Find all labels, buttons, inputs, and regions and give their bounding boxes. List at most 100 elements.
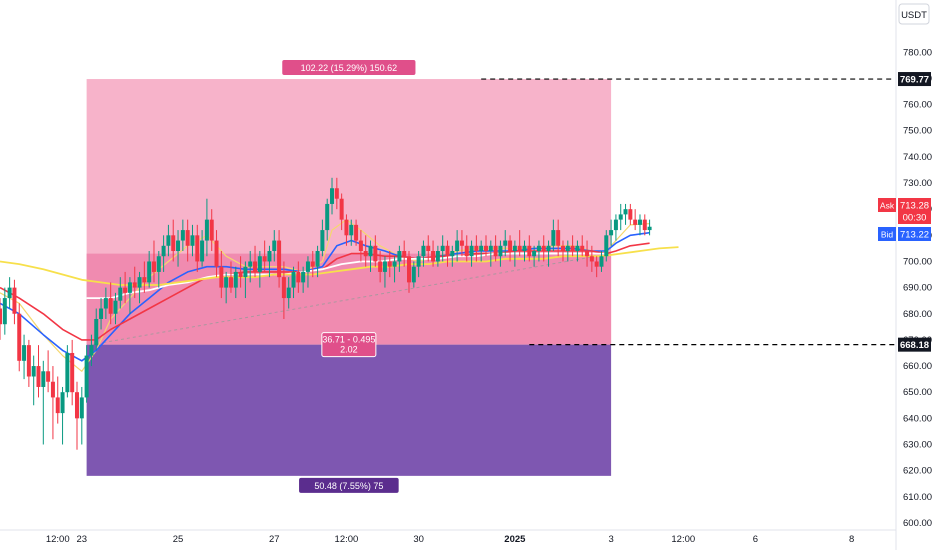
candle <box>17 303 22 372</box>
candle-body <box>277 240 282 278</box>
candle-body <box>200 240 205 262</box>
candle <box>79 386 84 445</box>
candle-body <box>488 245 493 252</box>
candle <box>604 230 609 262</box>
candle-body <box>440 245 445 252</box>
candle <box>238 256 243 288</box>
candle-body <box>498 245 503 257</box>
candle <box>200 230 205 267</box>
candle <box>435 245 440 267</box>
time-tick-label: 12:00 <box>335 534 359 545</box>
price-tick-label: 730.00 <box>903 178 932 189</box>
candle <box>171 219 176 262</box>
position-labels: 102.22 (15.29%) 150.62 50.48 (7.55%) 75 36… <box>282 60 416 493</box>
position-zones[interactable] <box>86 79 612 476</box>
candle-body <box>84 355 89 398</box>
candle <box>459 230 464 257</box>
currency-badge[interactable]: USDT <box>898 3 930 25</box>
candle <box>387 251 392 278</box>
candle-body <box>392 261 397 267</box>
candle-body <box>464 245 469 257</box>
price-tick-label: 610.00 <box>903 492 932 503</box>
candle-body <box>171 235 176 252</box>
candle <box>166 224 171 257</box>
center-label-line-1: 36.71 - 0.495 <box>322 335 375 345</box>
candle-body <box>382 261 387 272</box>
currency-badge-box[interactable] <box>898 3 930 25</box>
candle <box>65 345 70 398</box>
candle-body <box>142 277 147 283</box>
candle-body <box>195 235 200 262</box>
bid-label: Bid <box>881 230 894 240</box>
candle-body <box>204 219 209 241</box>
candle <box>493 235 498 262</box>
level-price-tag-1: 769.77 <box>898 72 931 87</box>
candle-body <box>214 240 219 267</box>
candle-body <box>493 245 498 257</box>
candle-body <box>185 230 190 246</box>
ask-price: 713.28 <box>900 201 929 212</box>
candle <box>26 339 31 387</box>
candle <box>281 261 286 319</box>
candle <box>358 230 363 262</box>
candle-body <box>334 188 339 199</box>
candle-body <box>46 371 51 382</box>
candle <box>426 235 431 262</box>
time-tick-label: 6 <box>753 534 758 545</box>
candle <box>248 251 253 283</box>
price-tick-label: 600.00 <box>903 518 932 529</box>
candle <box>147 251 152 288</box>
candle-body <box>421 245 426 257</box>
candle-body <box>459 240 464 246</box>
candle <box>551 219 556 252</box>
candle-body <box>0 308 2 325</box>
bid-badge: Bid 713.22 <box>878 227 931 241</box>
candle-body <box>330 188 335 204</box>
price-tick-label: 660.00 <box>903 361 932 372</box>
candle <box>310 251 315 278</box>
bid-label-bg <box>878 227 896 241</box>
candle-body <box>532 251 537 257</box>
candle-body <box>209 219 214 241</box>
candle-body <box>70 352 75 393</box>
candle-body <box>560 245 565 252</box>
candle-body <box>147 261 152 283</box>
candle <box>532 245 537 267</box>
time-axis[interactable]: 12:00 23 25 27 12:00 30 2025 3 12:00 6 8 <box>0 529 896 545</box>
bid-price: 713.22 <box>900 230 929 241</box>
stop-label-bg <box>299 477 399 493</box>
time-tick-label: 12:00 <box>671 534 695 545</box>
candle-body <box>31 366 36 377</box>
candle <box>142 261 147 293</box>
candle <box>474 235 479 262</box>
candle <box>132 266 137 299</box>
price-axis[interactable]: 600.00 610.00 620.00 630.00 640.00 650.00 660.… <box>895 0 932 550</box>
candle-body <box>286 287 291 299</box>
horizontal-levels[interactable] <box>481 78 895 346</box>
candle-body <box>17 313 22 361</box>
candle-body <box>22 345 27 361</box>
stop-zone[interactable] <box>86 344 612 476</box>
candle-body <box>325 203 330 231</box>
candle <box>416 251 421 278</box>
candle-body <box>435 251 440 262</box>
candle-body <box>483 245 488 252</box>
candle-body <box>238 271 243 278</box>
candle-body <box>387 261 392 267</box>
candle-body <box>123 287 128 293</box>
candle-body <box>74 392 79 419</box>
candle-body <box>320 230 325 252</box>
price-tick-label: 700.00 <box>903 256 932 267</box>
candle-body <box>349 224 354 236</box>
candle-body <box>416 256 421 267</box>
candle <box>151 240 156 283</box>
candle-body <box>281 277 286 299</box>
candle <box>498 240 503 267</box>
candle <box>464 235 469 262</box>
candle-body <box>118 287 123 301</box>
